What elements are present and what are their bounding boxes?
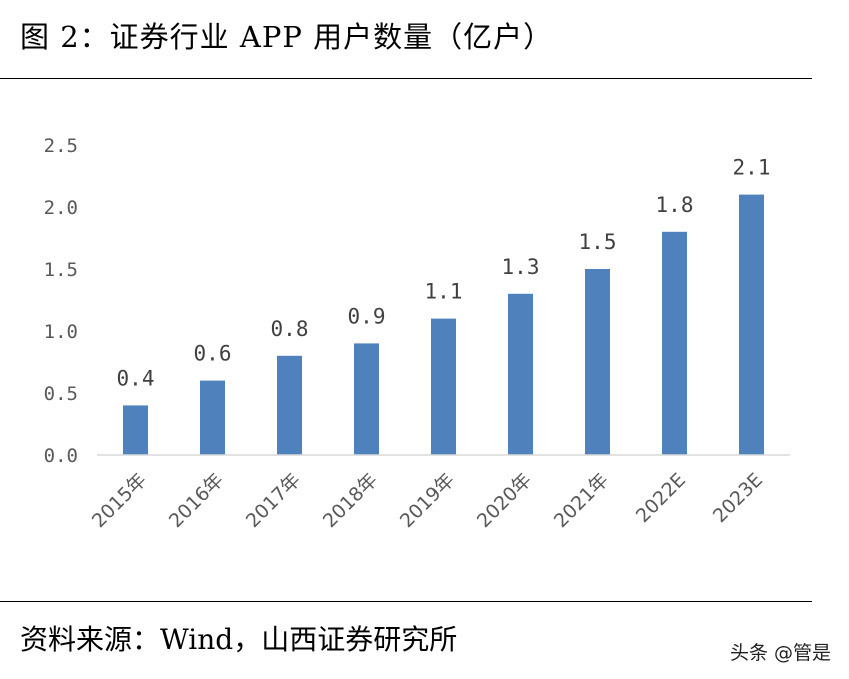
x-tick-label: 2019年 bbox=[396, 469, 459, 532]
data-label: 0.6 bbox=[194, 342, 232, 366]
y-tick-label: 1.0 bbox=[44, 321, 78, 343]
source-rule bbox=[0, 601, 812, 602]
data-label: 0.4 bbox=[117, 366, 155, 390]
bar bbox=[662, 231, 687, 455]
bar bbox=[585, 269, 610, 455]
bar bbox=[123, 405, 148, 455]
bar-chart: 0.0 0.5 1.0 1.5 2.0 2.5 0.4 0.6 0.8 0.9 1.1 1.3 1.5… bbox=[44, 135, 790, 532]
x-tick-label: 2021年 bbox=[550, 469, 613, 532]
data-label: 0.9 bbox=[348, 304, 386, 328]
y-tick-label: 2.0 bbox=[44, 197, 78, 219]
y-tick-label: 2.5 bbox=[44, 135, 78, 157]
x-tick-label: 2017年 bbox=[242, 469, 305, 532]
bar bbox=[739, 194, 764, 455]
x-tick-label: 2015年 bbox=[88, 469, 151, 532]
x-tick-label: 2022E bbox=[632, 469, 690, 527]
title-rule bbox=[0, 78, 812, 79]
watermark: 头条 @管是 bbox=[729, 642, 831, 664]
x-tick-label: 2018年 bbox=[319, 469, 382, 532]
source-note: 资料来源：Wind，山西证券研究所 bbox=[20, 623, 458, 656]
bars bbox=[123, 194, 764, 455]
bar bbox=[277, 355, 302, 455]
x-tick-label: 2016年 bbox=[165, 469, 228, 532]
data-labels: 0.4 0.6 0.8 0.9 1.1 1.3 1.5 1.8 2.1 bbox=[117, 156, 771, 391]
data-label: 1.1 bbox=[425, 280, 463, 304]
y-tick-label: 0.5 bbox=[44, 383, 78, 405]
data-label: 2.1 bbox=[733, 156, 771, 180]
data-label: 0.8 bbox=[271, 317, 309, 341]
data-label: 1.3 bbox=[502, 255, 540, 279]
y-tick-label: 0.0 bbox=[44, 445, 78, 467]
data-label: 1.5 bbox=[579, 230, 617, 254]
x-tick-label: 2020年 bbox=[473, 469, 536, 532]
chart-title: 图 2：证券行业 APP 用户数量（亿户） bbox=[20, 20, 554, 54]
y-tick-label: 1.5 bbox=[44, 259, 78, 281]
bar bbox=[508, 293, 533, 455]
data-label: 1.8 bbox=[656, 193, 694, 217]
y-axis-ticks: 0.0 0.5 1.0 1.5 2.0 2.5 bbox=[44, 135, 78, 467]
bar bbox=[200, 380, 225, 455]
bar bbox=[354, 343, 379, 455]
x-axis-labels: 2015年 2016年 2017年 2018年 2019年 2020年 2021年 2022E… bbox=[88, 469, 767, 532]
x-tick-label: 2023E bbox=[709, 469, 767, 527]
bar bbox=[431, 318, 456, 455]
